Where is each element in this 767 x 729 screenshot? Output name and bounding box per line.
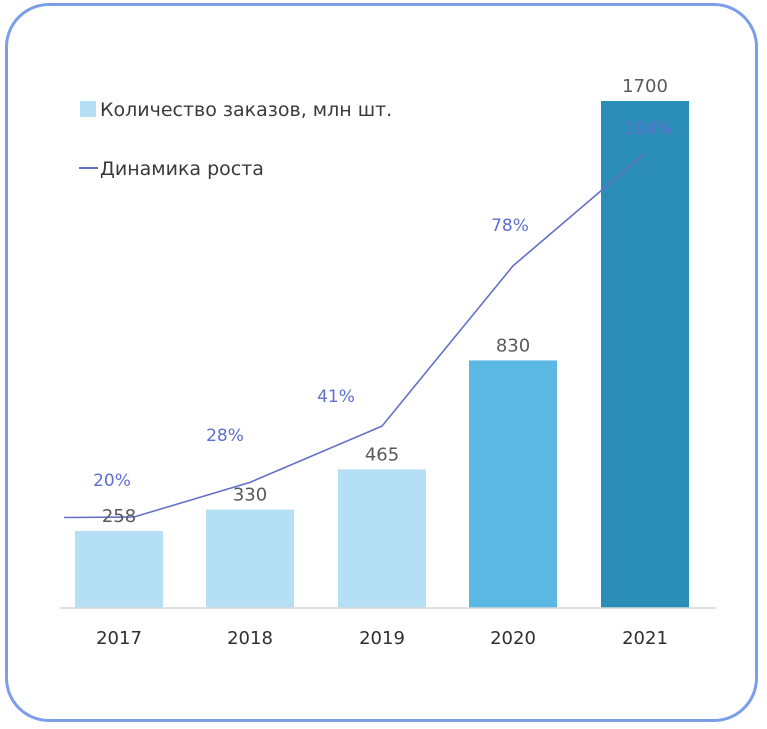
growth-value-label-2019: 41% (317, 387, 355, 407)
bar-2019 (338, 469, 426, 608)
legend-swatch-orders (80, 101, 96, 117)
bar-2017 (75, 531, 163, 608)
bar-value-label-2021: 1700 (622, 76, 668, 97)
growth-value-label-2020: 78% (491, 216, 529, 236)
x-tick-label-2020: 2020 (490, 628, 536, 649)
bar-value-label-2018: 330 (233, 485, 267, 506)
bar-2021 (601, 101, 689, 608)
legend-label-growth: Динамика роста (100, 158, 264, 180)
bar-value-label-2017: 258 (102, 506, 136, 527)
bar-2020 (469, 360, 557, 608)
x-tick-label-2019: 2019 (359, 628, 405, 649)
bar-value-label-2020: 830 (496, 335, 530, 356)
legend-label-orders: Количество заказов, млн шт. (100, 99, 392, 121)
growth-value-label-2021: 104% (624, 119, 673, 139)
bar-value-label-2019: 465 (365, 444, 399, 465)
x-tick-label-2017: 2017 (96, 628, 142, 649)
x-tick-label-2018: 2018 (227, 628, 273, 649)
bar-2018 (206, 509, 294, 608)
growth-value-label-2018: 28% (206, 426, 244, 446)
growth-line (63, 152, 646, 519)
x-tick-label-2021: 2021 (622, 628, 668, 649)
growth-value-label-2017: 20% (93, 471, 131, 491)
